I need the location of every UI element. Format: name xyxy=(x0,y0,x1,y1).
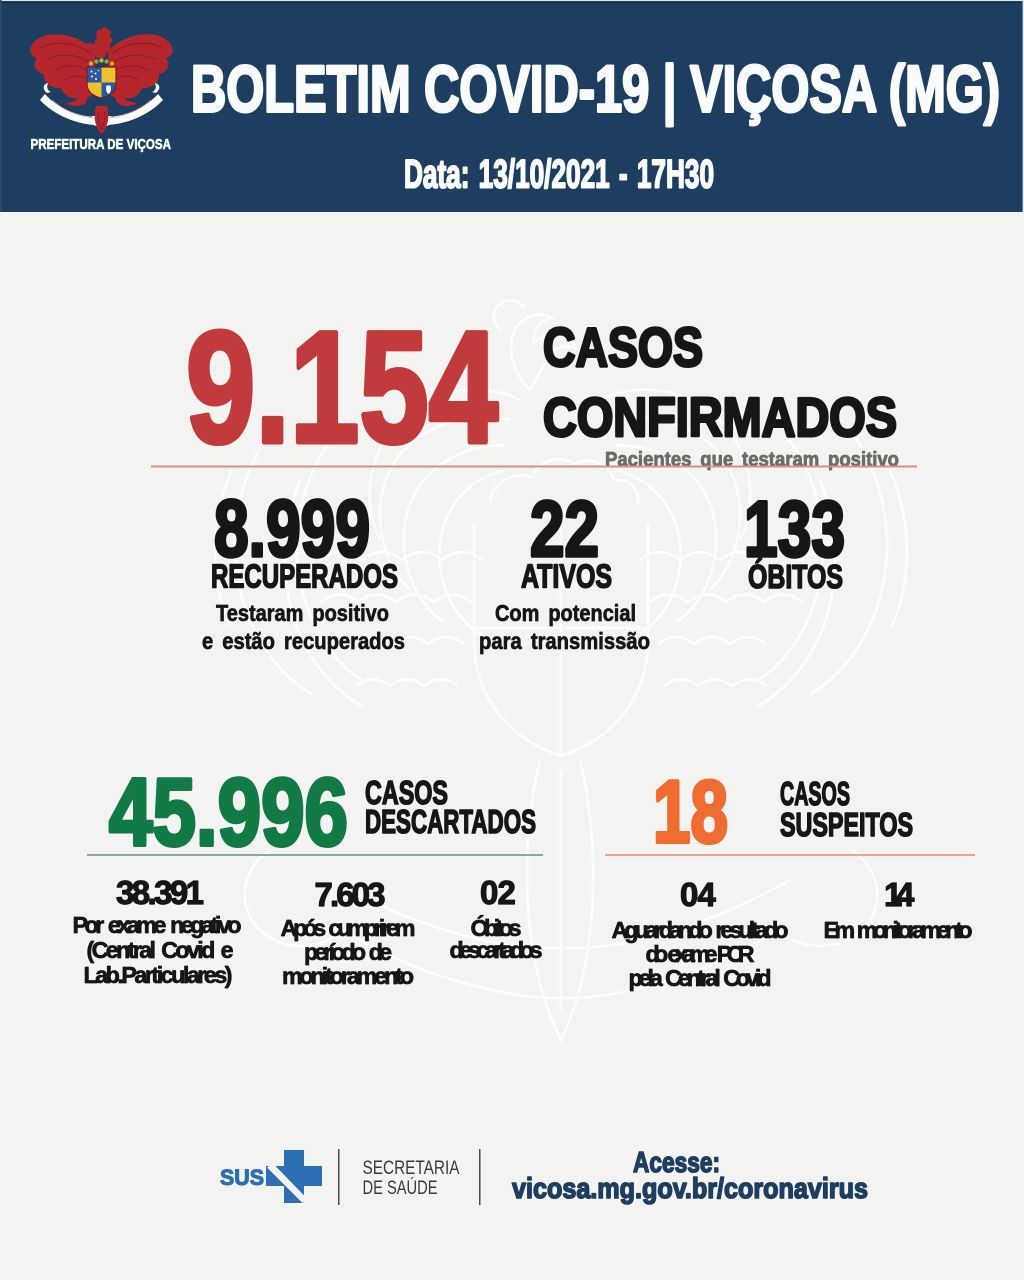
svg-text:SUS: SUS xyxy=(220,1165,264,1190)
svg-text:vicosa.mg.gov.br/coronavirus: vicosa.mg.gov.br/coronavirus xyxy=(512,1173,868,1205)
svg-text:SECRETARIA: SECRETARIA xyxy=(363,1157,460,1179)
svg-text:ÓBITOS: ÓBITOS xyxy=(748,558,843,595)
svg-text:CASOS: CASOS xyxy=(365,774,448,811)
svg-text:0: 0 xyxy=(680,876,698,913)
svg-text:8.999: 8.999 xyxy=(214,484,370,574)
svg-text:PREFEITURA DE VIÇOSA: PREFEITURA DE VIÇOSA xyxy=(31,137,172,153)
svg-text:133: 133 xyxy=(744,484,845,573)
svg-text:Óbitos: Óbitos xyxy=(471,914,522,941)
svg-text:Por exame negativo: Por exame negativo xyxy=(73,912,242,938)
svg-text:Testaram positivo: Testaram positivo xyxy=(216,600,389,626)
svg-text:e estão recuperados: e estão recuperados xyxy=(202,628,405,654)
svg-text:para transmissão: para transmissão xyxy=(479,628,650,654)
svg-text:Em monitoramento: Em monitoramento xyxy=(824,917,973,943)
svg-text:pela Central Covid: pela Central Covid xyxy=(629,965,772,991)
svg-text:CASOS: CASOS xyxy=(780,775,850,812)
svg-text:9.154: 9.154 xyxy=(186,298,498,476)
svg-text:Com potencial: Com potencial xyxy=(495,600,636,626)
svg-text:1: 1 xyxy=(884,876,902,913)
svg-text:2: 2 xyxy=(498,874,516,911)
svg-text:45.996: 45.996 xyxy=(109,759,348,866)
svg-text:22: 22 xyxy=(530,484,599,573)
svg-text:ATIVOS: ATIVOS xyxy=(521,558,612,595)
svg-text:RECUPERADOS: RECUPERADOS xyxy=(211,558,398,595)
svg-text:4: 4 xyxy=(698,876,717,913)
svg-text:4: 4 xyxy=(896,876,915,913)
svg-text:Aguardando resultado: Aguardando resultado xyxy=(612,917,789,943)
svg-text:Após cumprirem: Após cumprirem xyxy=(281,915,416,941)
svg-text:DESCARTADOS: DESCARTADOS xyxy=(365,803,536,840)
svg-text:Pacientes que testaram positiv: Pacientes que testaram positivo xyxy=(605,449,899,471)
svg-text:SUSPEITOS: SUSPEITOS xyxy=(780,806,913,843)
svg-text:CASOS: CASOS xyxy=(543,316,703,378)
svg-text:18: 18 xyxy=(653,762,728,861)
svg-text:DE SAÚDE: DE SAÚDE xyxy=(363,1176,438,1199)
svg-text:CONFIRMADOS: CONFIRMADOS xyxy=(543,386,897,448)
svg-text:0: 0 xyxy=(480,874,498,911)
svg-text:BOLETIM COVID-19 | VIÇOSA (MG): BOLETIM COVID-19 | VIÇOSA (MG) xyxy=(191,52,1000,128)
svg-text:38.391: 38.391 xyxy=(116,874,204,911)
svg-text:Data: 13/10/2021 - 17H30: Data: 13/10/2021 - 17H30 xyxy=(404,153,714,197)
svg-text:do exame PCR: do exame PCR xyxy=(646,941,755,967)
svg-text:Lab.Particulares): Lab.Particulares) xyxy=(84,962,233,988)
svg-text:monitoramento: monitoramento xyxy=(282,963,414,989)
svg-text:7.603: 7.603 xyxy=(315,876,386,913)
svg-text:Acesse:: Acesse: xyxy=(633,1147,720,1179)
svg-text:descartados: descartados xyxy=(450,937,543,963)
svg-text:(Central Covid e: (Central Covid e xyxy=(87,937,234,963)
svg-text:período de: período de xyxy=(304,939,392,965)
